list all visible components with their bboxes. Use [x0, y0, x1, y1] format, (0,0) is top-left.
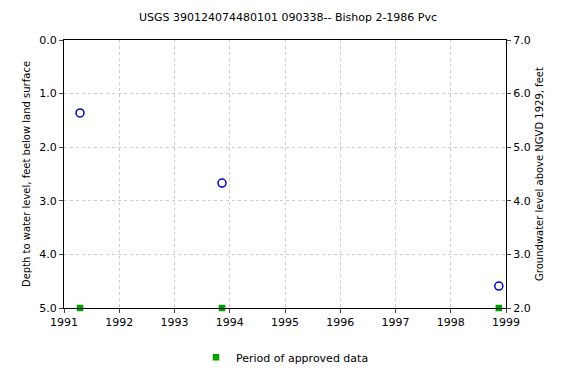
svg-text:1997: 1997 [382, 316, 410, 329]
svg-text:3.0: 3.0 [39, 195, 57, 208]
svg-text:6.0: 6.0 [513, 87, 531, 100]
svg-text:1991: 1991 [50, 316, 78, 329]
svg-text:1.0: 1.0 [39, 87, 57, 100]
svg-text:1994: 1994 [216, 316, 244, 329]
svg-text:1995: 1995 [271, 316, 299, 329]
svg-text:5.0: 5.0 [39, 302, 57, 315]
svg-text:1992: 1992 [105, 316, 133, 329]
svg-text:1998: 1998 [437, 316, 465, 329]
svg-text:2.0: 2.0 [513, 302, 531, 315]
svg-text:Period of approved data: Period of approved data [236, 352, 368, 365]
svg-text:USGS 390124074480101 090338--: USGS 390124074480101 090338-- Bishop 2-1… [139, 11, 437, 24]
svg-text:3.0: 3.0 [513, 248, 531, 261]
svg-text:Depth to water level, feet bel: Depth to water level, feet below land su… [21, 61, 32, 287]
svg-text:1996: 1996 [326, 316, 354, 329]
svg-text:5.0: 5.0 [513, 141, 531, 154]
svg-text:Groundwater level above NGVD 1: Groundwater level above NGVD 1929, feet [534, 67, 545, 281]
svg-text:0.0: 0.0 [39, 34, 57, 47]
svg-text:4.0: 4.0 [513, 195, 531, 208]
svg-text:2.0: 2.0 [39, 141, 57, 154]
svg-text:4.0: 4.0 [39, 248, 57, 261]
svg-text:1999: 1999 [492, 316, 520, 329]
svg-text:7.0: 7.0 [513, 34, 531, 47]
svg-text:1993: 1993 [161, 316, 189, 329]
